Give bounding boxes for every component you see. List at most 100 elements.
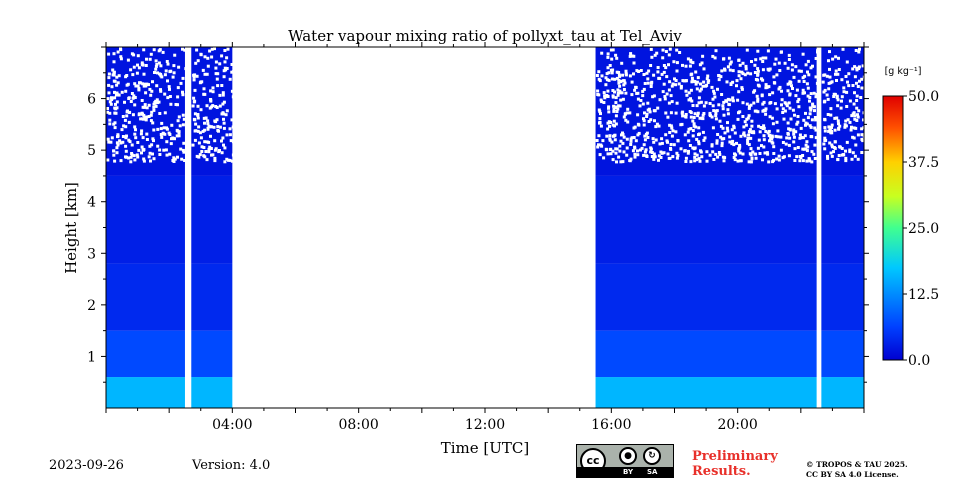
noise-pixel: [230, 159, 234, 163]
noise-pixel: [669, 94, 673, 98]
noise-pixel: [222, 121, 226, 125]
noise-pixel: [119, 55, 123, 59]
noise-pixel: [614, 53, 618, 57]
noise-pixel: [147, 103, 151, 107]
noise-pixel: [108, 122, 112, 126]
noise-pixel: [793, 159, 797, 162]
noise-pixel: [853, 117, 857, 121]
noise-pixel: [716, 87, 719, 91]
noise-pixel: [225, 67, 229, 70]
x-tick-label: 16:00: [591, 417, 631, 433]
noise-pixel: [760, 144, 763, 148]
noise-pixel: [792, 135, 796, 139]
noise-pixel: [833, 146, 837, 150]
noise-pixel: [855, 94, 859, 98]
noise-pixel: [852, 136, 856, 140]
noise-pixel: [812, 91, 816, 95]
noise-pixel: [845, 105, 849, 108]
noise-pixel: [712, 91, 716, 95]
noise-pixel: [811, 104, 815, 108]
noise-pixel: [136, 141, 140, 144]
noise-pixel: [605, 134, 609, 138]
noise-pixel: [218, 125, 222, 129]
noise-pixel: [722, 137, 726, 141]
noise-pixel: [667, 88, 671, 92]
noise-pixel: [698, 63, 702, 67]
noise-pixel: [145, 138, 149, 141]
noise-pixel: [598, 110, 602, 114]
noise-pixel: [753, 71, 757, 74]
noise-pixel: [608, 148, 612, 151]
noise-pixel: [834, 69, 838, 73]
noise-pixel: [109, 140, 113, 144]
noise-pixel: [649, 85, 653, 88]
noise-pixel: [113, 126, 117, 130]
noise-pixel: [732, 126, 736, 130]
noise-pixel: [616, 88, 620, 92]
noise-pixel: [669, 147, 673, 151]
noise-pixel: [129, 100, 133, 103]
noise-pixel: [740, 86, 744, 90]
noise-pixel: [145, 82, 149, 86]
noise-pixel: [165, 153, 169, 157]
noise-pixel: [690, 76, 694, 80]
noise-pixel: [770, 140, 774, 144]
noise-pixel: [810, 150, 814, 154]
noise-pixel: [742, 125, 746, 129]
noise-pixel: [667, 53, 671, 57]
noise-pixel: [731, 96, 735, 100]
noise-pixel: [683, 133, 687, 137]
noise-pixel: [156, 101, 159, 105]
heatmap-cell: [595, 377, 817, 408]
noise-pixel: [796, 120, 800, 124]
noise-pixel: [764, 107, 768, 111]
noise-pixel: [622, 135, 626, 139]
noise-pixel: [625, 146, 629, 150]
noise-pixel: [641, 102, 645, 106]
noise-pixel: [136, 63, 139, 67]
noise-pixel: [861, 64, 864, 68]
noise-pixel: [777, 87, 781, 91]
noise-pixel: [679, 123, 683, 127]
preliminary-line-1: Preliminary: [692, 449, 778, 464]
noise-pixel: [726, 121, 729, 125]
noise-pixel: [675, 151, 679, 155]
noise-pixel: [645, 71, 649, 75]
noise-pixel: [831, 57, 835, 61]
noise-pixel: [844, 156, 848, 160]
noise-pixel: [131, 73, 135, 77]
noise-pixel: [738, 63, 742, 67]
noise-pixel: [684, 156, 688, 160]
noise-pixel: [642, 123, 646, 127]
noise-pixel: [665, 92, 669, 96]
noise-pixel: [750, 157, 754, 161]
noise-pixel: [731, 80, 735, 84]
noise-pixel: [793, 147, 797, 151]
cc-license-badge[interactable]: cc ● ↻ BY SA: [576, 444, 674, 478]
noise-pixel: [107, 91, 111, 95]
noise-pixel: [612, 107, 616, 111]
noise-pixel: [741, 115, 745, 118]
noise-pixel: [730, 142, 734, 146]
noise-pixel: [689, 127, 693, 131]
noise-pixel: [147, 115, 151, 118]
noise-pixel: [669, 111, 673, 115]
noise-pixel: [167, 131, 171, 135]
noise-pixel: [601, 139, 605, 143]
noise-pixel: [761, 60, 765, 63]
noise-pixel: [625, 153, 629, 157]
noise-pixel: [131, 113, 135, 117]
noise-pixel: [678, 51, 682, 54]
noise-pixel: [198, 153, 202, 157]
noise-pixel: [143, 103, 147, 107]
noise-pixel: [790, 84, 793, 88]
noise-pixel: [860, 137, 864, 141]
noise-pixel: [142, 148, 146, 152]
noise-pixel: [829, 151, 833, 155]
noise-pixel: [682, 79, 686, 83]
date-label: 2023-09-26: [49, 458, 124, 473]
noise-pixel: [700, 61, 704, 65]
noise-pixel: [224, 68, 228, 72]
noise-pixel: [632, 54, 636, 58]
noise-pixel: [764, 130, 768, 133]
